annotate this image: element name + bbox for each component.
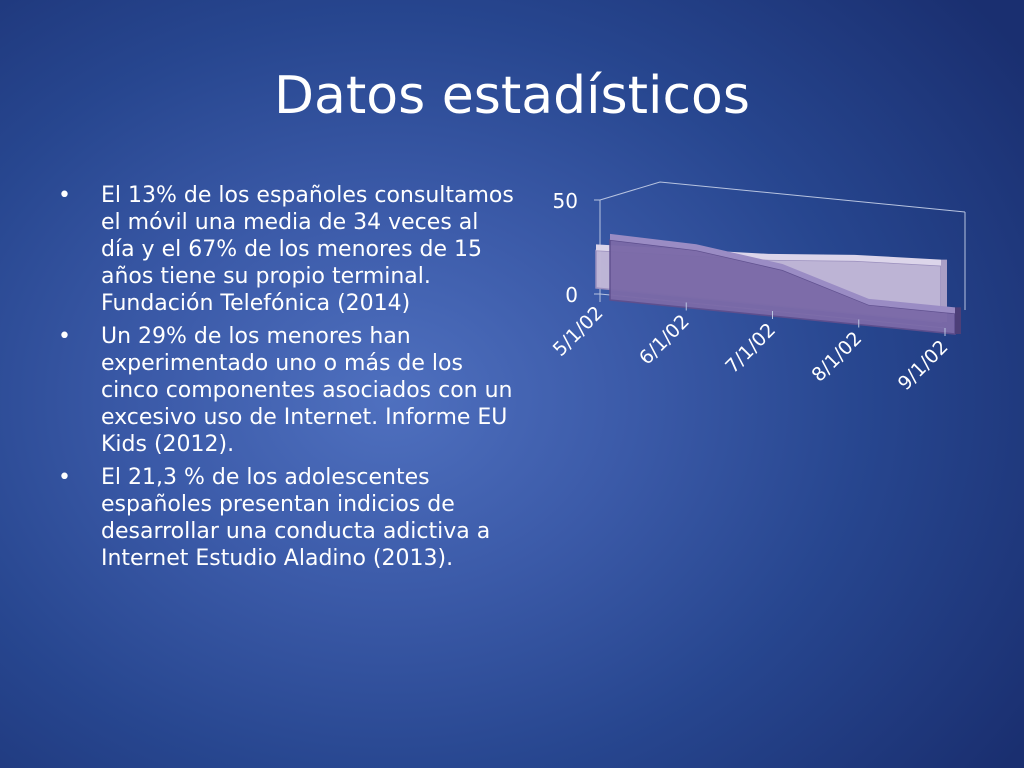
bullet-dot-icon: • [58, 324, 71, 349]
x-tick-label: 6/1/02 [635, 310, 694, 369]
bullet-list: • El 13% de los españoles consultamos el… [58, 182, 518, 578]
bullet-text: El 21,3 % de los adolescentes españoles … [101, 465, 491, 571]
y-tick-label: 0 [565, 283, 578, 307]
area-chart-3d: 0 50 5/1/02 6/1/02 7/1/02 8/1/02 9/1/02 [549, 181, 966, 395]
x-tick-label: 9/1/02 [894, 336, 953, 395]
series-area-side [955, 307, 961, 334]
bullet-item: • El 13% de los españoles consultamos el… [58, 182, 518, 317]
bullet-dot-icon: • [58, 465, 71, 490]
y-tick-label: 50 [553, 189, 578, 213]
chart-back-wall-line [599, 181, 966, 213]
bullet-item: • El 21,3 % de los adolescentes españole… [58, 464, 518, 572]
bullet-text: Un 29% de los menores han experimentado … [101, 324, 513, 457]
x-tick-label: 8/1/02 [807, 327, 866, 386]
x-tick-label: 5/1/02 [549, 302, 608, 361]
slide-title: Datos estadísticos [274, 66, 750, 126]
bullet-item: • Un 29% de los menores han experimentad… [58, 323, 518, 458]
series-area-top [610, 233, 955, 314]
bullet-dot-icon: • [58, 183, 71, 208]
bullet-text: El 13% de los españoles consultamos el m… [101, 183, 514, 316]
x-tick-label: 7/1/02 [721, 319, 780, 378]
